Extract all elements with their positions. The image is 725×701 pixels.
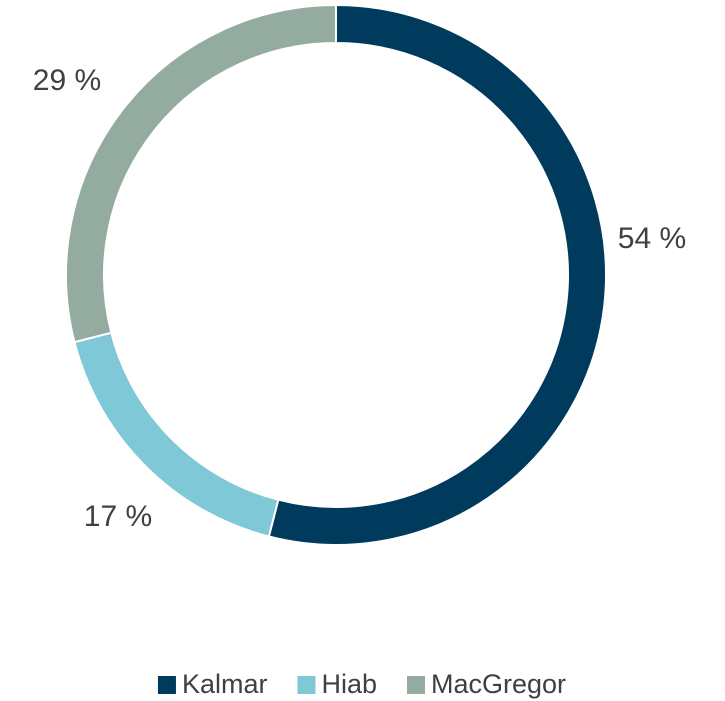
legend-label: Kalmar — [182, 669, 268, 699]
legend-swatch — [157, 676, 176, 694]
donut-segment — [267, 3, 608, 546]
legend-swatch — [297, 676, 316, 694]
legend-label: MacGregor — [431, 669, 566, 699]
legend-swatch — [407, 676, 426, 694]
data-label: 54 % — [618, 222, 686, 255]
data-label: 29 % — [33, 64, 101, 97]
data-label: 17 % — [84, 500, 152, 533]
legend-label: Hiab — [321, 669, 377, 699]
donut-segment — [65, 3, 337, 344]
